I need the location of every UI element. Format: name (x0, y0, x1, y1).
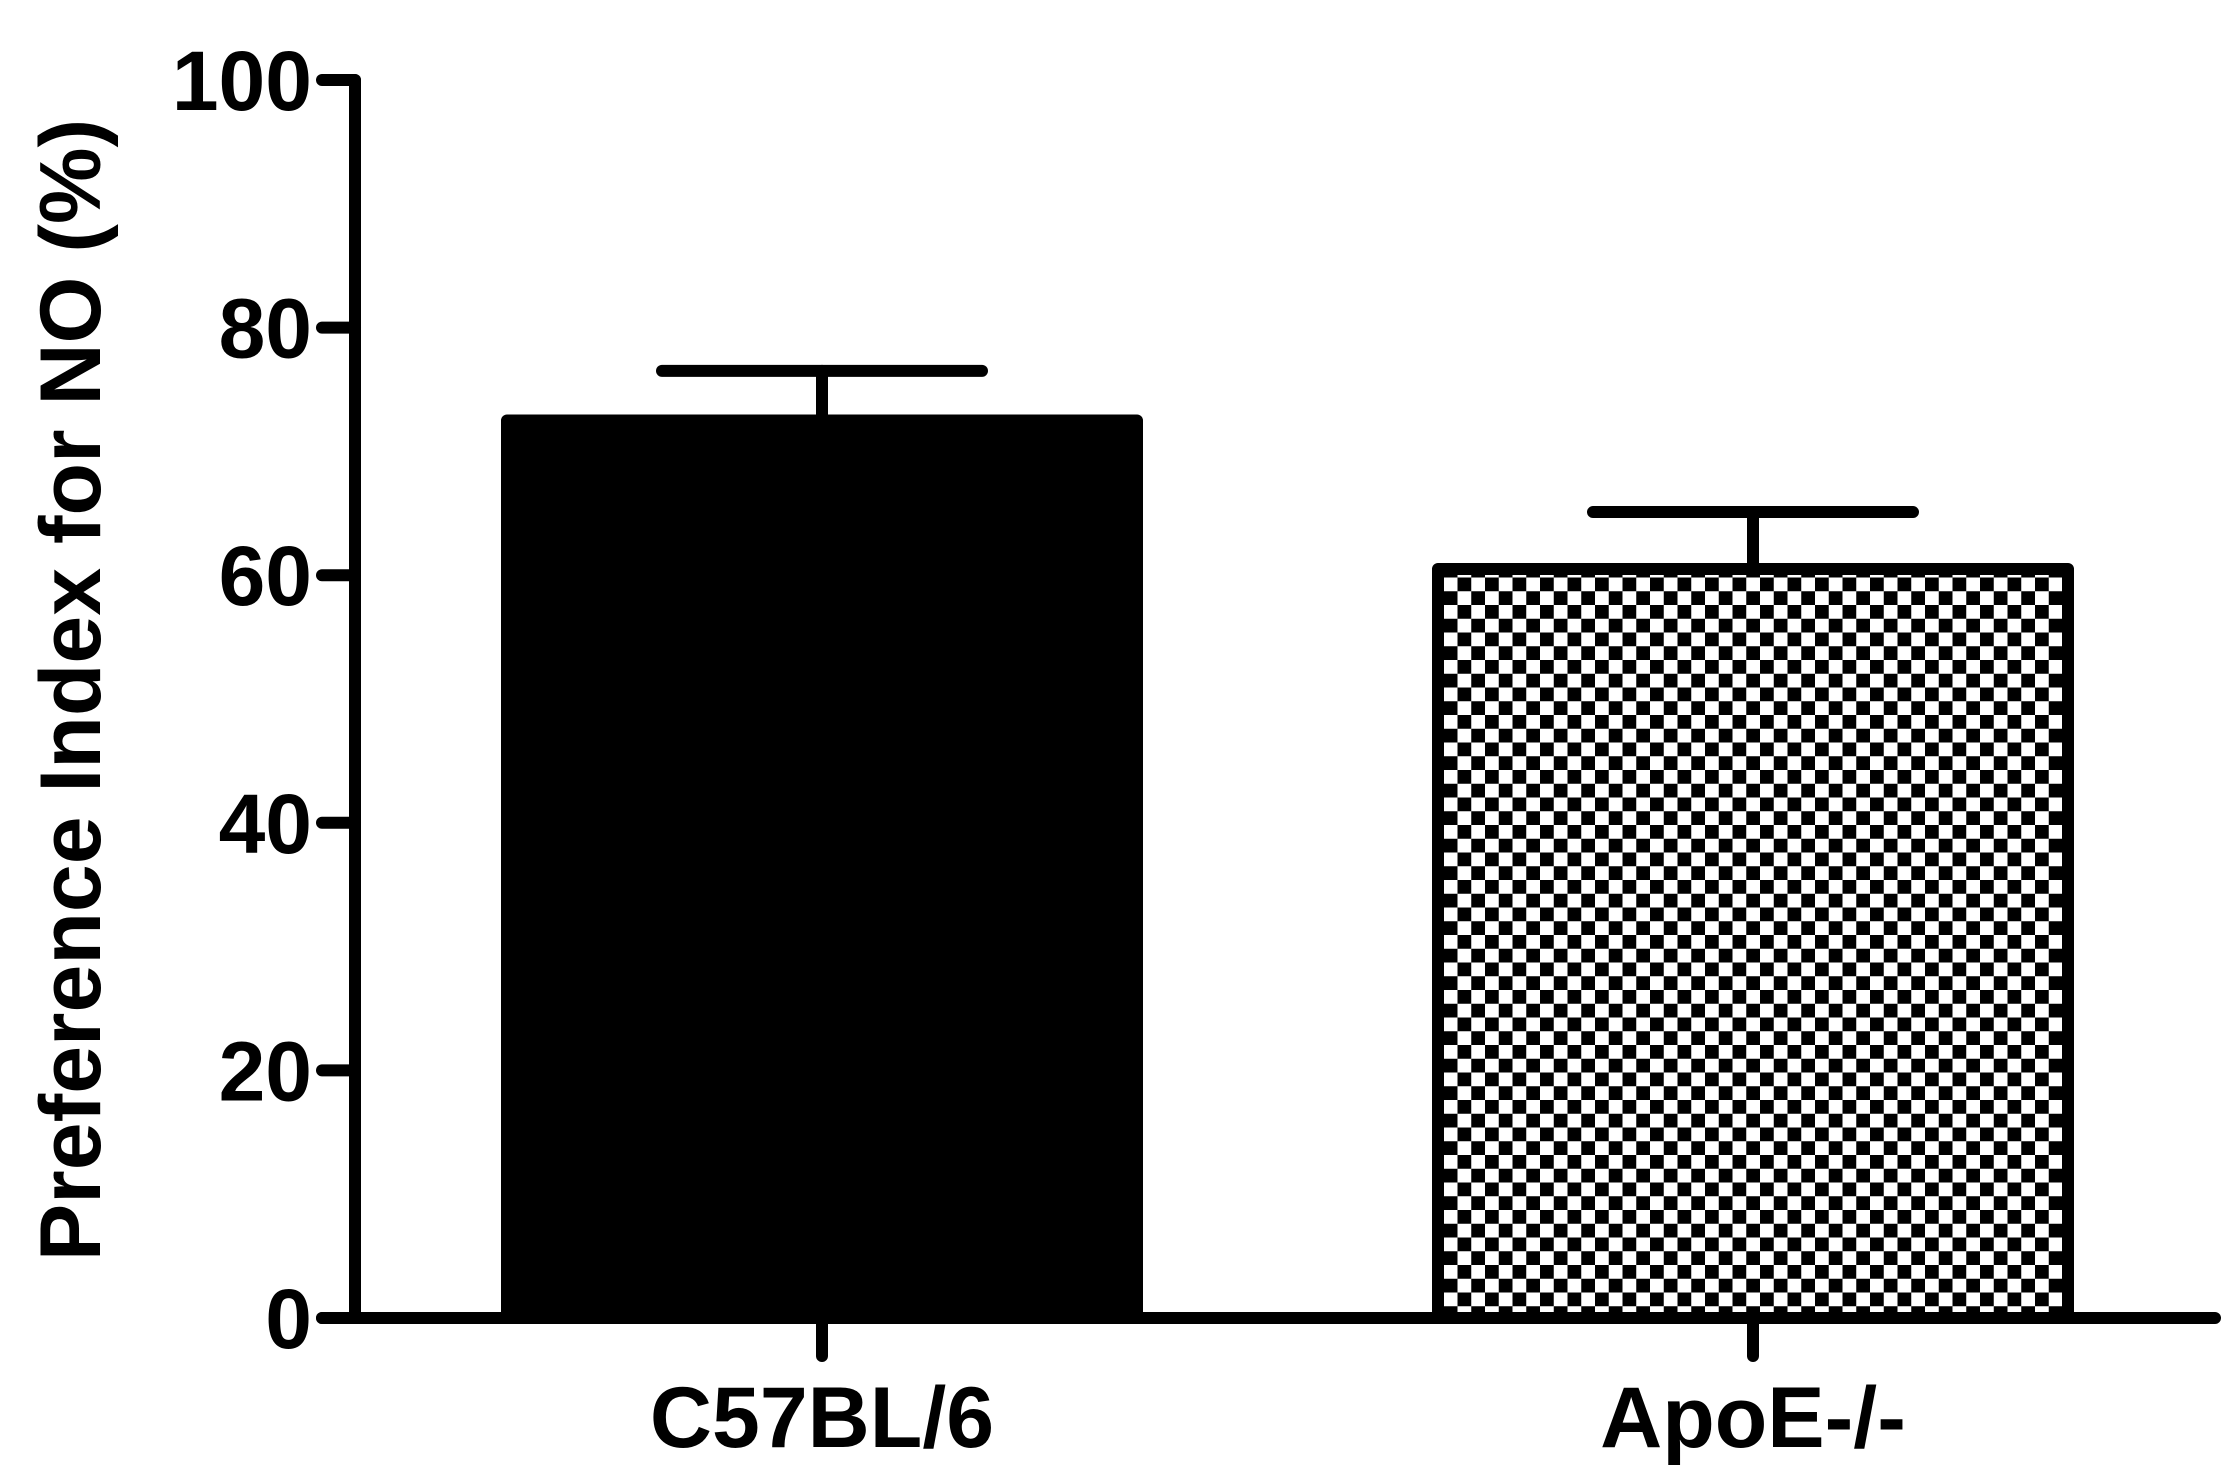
error-bar-1 (656, 364, 988, 427)
bar-2 (1432, 563, 2074, 1324)
bar-1 (501, 414, 1143, 1324)
y-tick-label: 40 (219, 777, 312, 871)
x-tick-label: ApoE-/- (1600, 1370, 1906, 1466)
x-tick-label: C57BL/6 (650, 1370, 994, 1466)
y-axis-label: Preference Index for NO (%) (23, 119, 119, 1261)
y-ticks: 0 20 40 60 80 100 (172, 34, 361, 1366)
axes (316, 74, 2221, 1324)
y-tick-label: 60 (219, 529, 312, 623)
x-tick-labels: C57BL/6 ApoE-/- (650, 1312, 1906, 1466)
y-tick-label: 80 (219, 282, 312, 376)
error-bar-2 (1587, 506, 1919, 576)
bars (501, 414, 2074, 1324)
y-tick-label: 0 (265, 1272, 312, 1366)
y-tick-label: 20 (219, 1024, 312, 1118)
error-bars (656, 364, 1919, 576)
y-tick-label: 100 (172, 34, 312, 128)
